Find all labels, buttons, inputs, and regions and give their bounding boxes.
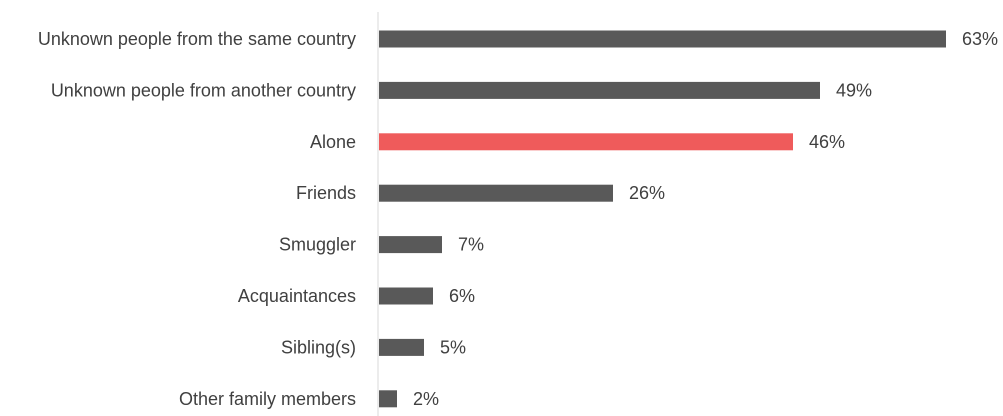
category-label-8: Other family members — [179, 389, 356, 409]
value-label-2: 49% — [836, 80, 872, 100]
value-label-6: 6% — [449, 286, 475, 306]
category-label-5: Smuggler — [279, 235, 356, 255]
bar-2 — [379, 81, 820, 99]
category-label-3: Alone — [310, 132, 356, 152]
category-label-2: Unknown people from another country — [51, 80, 356, 100]
bar-8 — [379, 390, 397, 408]
value-label-7: 5% — [440, 337, 466, 357]
value-label-1: 63% — [962, 29, 998, 49]
bar-1 — [379, 30, 946, 48]
bars-group — [379, 30, 946, 408]
category-label-7: Sibling(s) — [281, 337, 356, 357]
bar-6 — [379, 287, 433, 305]
bar-5 — [379, 236, 442, 254]
value-label-3: 46% — [809, 132, 845, 152]
value-label-5: 7% — [458, 235, 484, 255]
category-label-1: Unknown people from the same country — [38, 29, 356, 49]
bar-4 — [379, 184, 613, 202]
value-label-4: 26% — [629, 183, 665, 203]
value-label-8: 2% — [413, 389, 439, 409]
bar-7 — [379, 338, 424, 356]
category-labels-group: Unknown people from the same country Unkn… — [38, 29, 356, 409]
category-label-4: Friends — [296, 183, 356, 203]
category-label-6: Acquaintances — [238, 286, 356, 306]
value-labels-group: 63% 49% 46% 26% 7% 6% 5% 2% — [413, 29, 998, 409]
bar-3 — [379, 133, 793, 151]
